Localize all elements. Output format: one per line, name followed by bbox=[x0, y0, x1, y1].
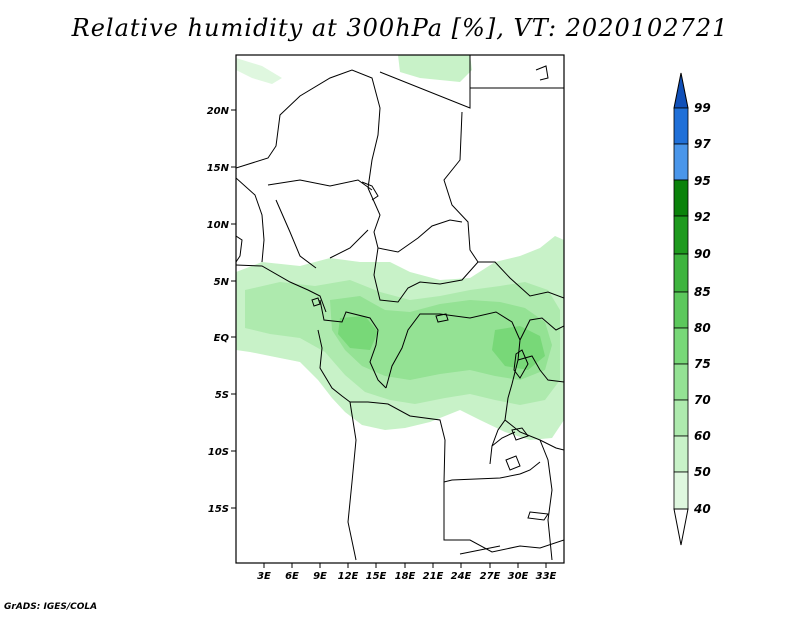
lat-label-20n: 20N bbox=[207, 106, 230, 117]
colorbar-segment bbox=[673, 143, 689, 181]
lon-label-21e: 21E bbox=[423, 571, 444, 582]
boundary-line bbox=[373, 247, 564, 303]
lon-label-33e: 33E bbox=[536, 571, 557, 582]
boundary-line bbox=[443, 111, 479, 263]
lon-label-6e: 6E bbox=[285, 571, 299, 582]
colorbar-segment bbox=[673, 215, 689, 255]
boundary-line bbox=[459, 545, 501, 555]
boundary-line bbox=[539, 439, 553, 561]
colorbar-arrow-bottom bbox=[673, 508, 689, 546]
colorbar-label-85: 85 bbox=[694, 285, 711, 299]
map-frame bbox=[235, 54, 565, 564]
boundary-line bbox=[236, 235, 243, 263]
colorbar-label-50: 50 bbox=[694, 465, 711, 479]
colorbar-segment bbox=[673, 291, 689, 329]
humidity-area-core-high bbox=[330, 296, 552, 380]
colorbar-label-40: 40 bbox=[693, 502, 711, 516]
humidity-area-north bbox=[398, 55, 472, 82]
lake-outline bbox=[435, 313, 449, 323]
humidity-area-northwest bbox=[236, 58, 282, 84]
boundary-line bbox=[329, 229, 369, 259]
lat-label-5n: 5N bbox=[214, 277, 230, 288]
humidity-area-core-peak bbox=[492, 326, 545, 370]
colorbar-segment bbox=[673, 471, 689, 510]
boundary-line bbox=[267, 179, 373, 191]
lon-label-24e: 24E bbox=[451, 571, 472, 582]
boundary-line bbox=[236, 177, 265, 263]
lake-outline bbox=[511, 427, 529, 441]
lon-label-18e: 18E bbox=[395, 571, 416, 582]
lon-label-3e: 3E bbox=[257, 571, 271, 582]
grads-credit: GrADS: IGES/COLA bbox=[4, 602, 98, 612]
colorbar-label-99: 99 bbox=[694, 101, 711, 115]
boundary-line bbox=[367, 187, 463, 253]
lat-label-10n: 10N bbox=[207, 220, 230, 231]
colorbar-label-80: 80 bbox=[694, 321, 711, 335]
lake-outline bbox=[505, 455, 521, 471]
boundary-line bbox=[443, 482, 564, 553]
boundary-line bbox=[385, 311, 521, 465]
lon-label-9e: 9E bbox=[313, 571, 327, 582]
colorbar-label-97: 97 bbox=[694, 137, 711, 151]
lat-label-15s: 15S bbox=[208, 504, 229, 515]
lake-outline bbox=[311, 297, 321, 307]
colorbar-label-90: 90 bbox=[694, 247, 711, 261]
colorbar-segment bbox=[673, 327, 689, 365]
lat-label-10s: 10S bbox=[208, 447, 229, 458]
colorbar-segment bbox=[673, 107, 689, 145]
boundary-line bbox=[347, 401, 357, 561]
political-boundaries bbox=[236, 55, 564, 561]
lon-label-30e: 30E bbox=[508, 571, 529, 582]
lake-outline bbox=[527, 511, 549, 521]
boundary-line bbox=[275, 199, 317, 269]
colorbar-arrow-top bbox=[673, 72, 689, 109]
lake-outline bbox=[513, 349, 529, 379]
colorbar-segment bbox=[673, 363, 689, 401]
colorbar-label-95: 95 bbox=[694, 174, 711, 188]
lon-label-15e: 15E bbox=[366, 571, 387, 582]
lat-label-eq: EQ bbox=[214, 333, 230, 344]
boundary-line bbox=[317, 329, 351, 403]
boundary-line bbox=[236, 264, 327, 313]
colorbar-label-70: 70 bbox=[694, 393, 711, 407]
colorbar-label-75: 75 bbox=[694, 357, 711, 371]
humidity-area-west-peak bbox=[338, 316, 378, 350]
lon-label-27e: 27E bbox=[480, 571, 501, 582]
colorbar: 99 97 95 92 90 85 80 75 70 60 50 40 bbox=[673, 72, 711, 546]
boundary-line bbox=[519, 461, 541, 475]
boundary-line bbox=[517, 355, 564, 383]
boundary-line bbox=[535, 65, 549, 81]
boundary-line bbox=[236, 69, 381, 189]
map-title: Relative humidity at 300hPa [%], VT: 202… bbox=[71, 14, 729, 42]
longitude-axis: 3E 6E 9E 12E 15E 18E 21E 24E 27E 30E 33E bbox=[257, 563, 557, 582]
boundary-line bbox=[361, 181, 379, 201]
colorbar-segment bbox=[673, 253, 689, 293]
lon-label-12e: 12E bbox=[338, 571, 359, 582]
colorbar-segment bbox=[673, 435, 689, 473]
latitude-axis: 20N 15N 10N 5N EQ 5S 10S 15S bbox=[207, 106, 236, 515]
colorbar-segment bbox=[673, 179, 689, 217]
humidity-shading bbox=[236, 55, 564, 440]
boundary-line bbox=[319, 299, 387, 389]
boundary-line bbox=[519, 317, 564, 341]
map-panel: 20N 15N 10N 5N EQ 5S 10S 15S 3E 6E 9E 12… bbox=[207, 54, 565, 582]
lat-label-5s: 5S bbox=[215, 390, 229, 401]
colorbar-label-92: 92 bbox=[694, 210, 711, 224]
boundary-line bbox=[350, 401, 521, 483]
boundary-line bbox=[491, 431, 516, 447]
boundary-line bbox=[379, 55, 471, 109]
lat-label-15n: 15N bbox=[207, 163, 230, 174]
colorbar-label-60: 60 bbox=[694, 429, 711, 443]
colorbar-segment bbox=[673, 399, 689, 437]
